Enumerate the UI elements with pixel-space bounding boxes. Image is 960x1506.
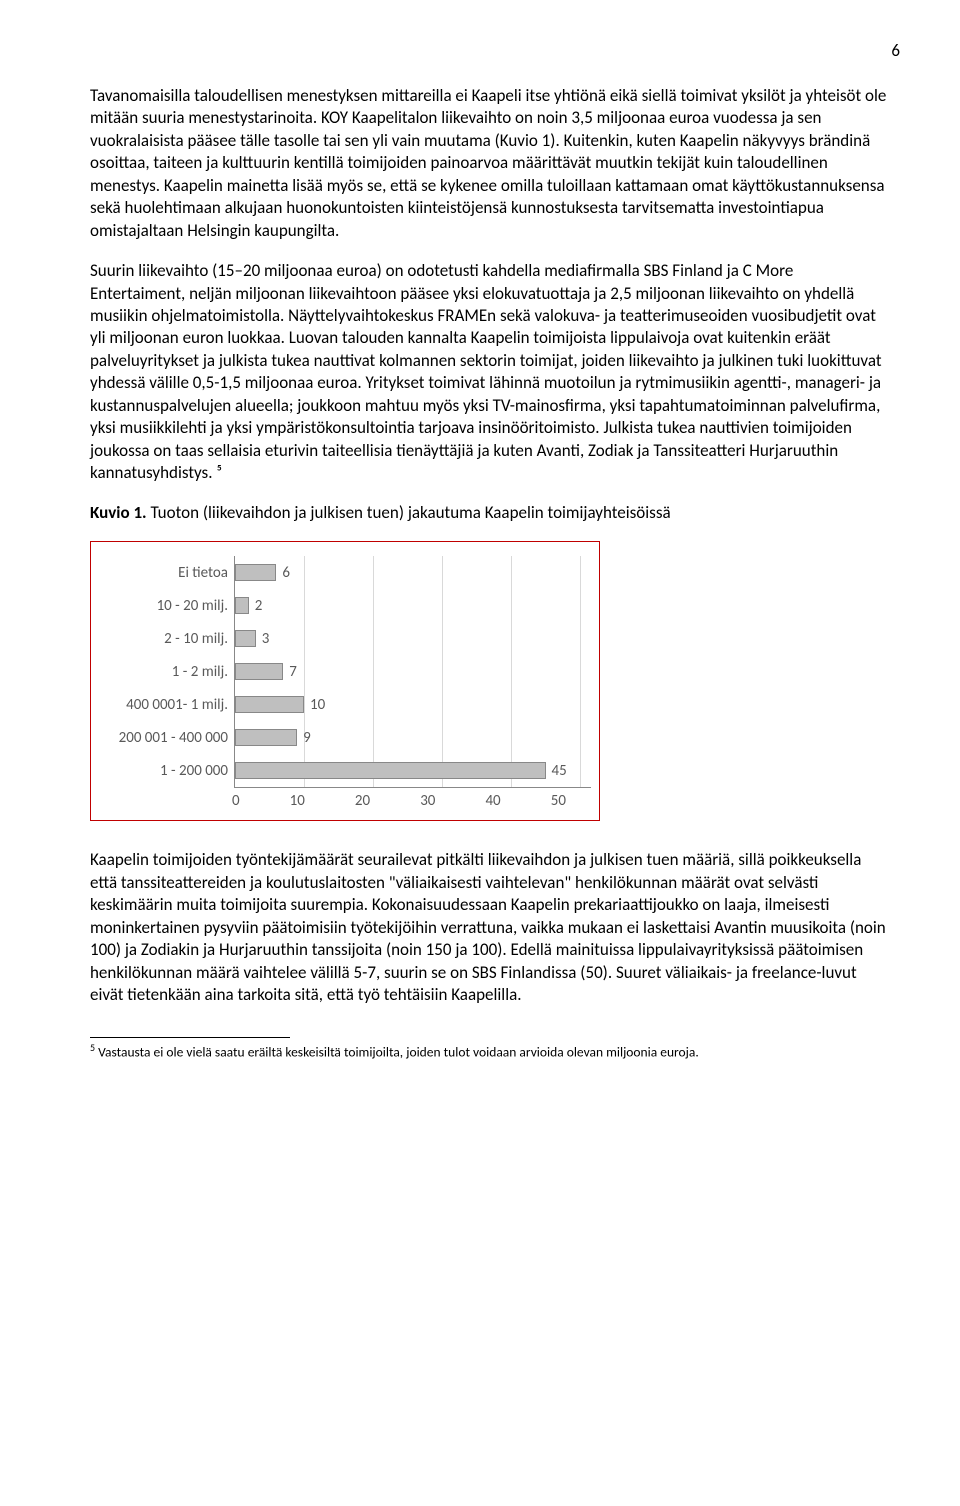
footnote-text: Vastausta ei ole vielä saatu eräiltä kes… [95, 1043, 699, 1060]
bar-row: 9 [235, 721, 591, 754]
bar-value-label: 2 [255, 597, 263, 615]
bar [235, 597, 249, 614]
bar-row: 7 [235, 655, 591, 688]
footnote: 5 Vastausta ei ole vielä saatu eräiltä k… [90, 1042, 890, 1061]
paragraph-1: Tavanomaisilla taloudellisen menestyksen… [90, 85, 890, 242]
bar-row: 6 [235, 556, 591, 589]
paragraph-2: Suurin liikevaihto (15–20 miljoonaa euro… [90, 260, 890, 484]
bar-value-label: 10 [310, 696, 325, 714]
x-tick-label: 10 [265, 792, 330, 810]
x-tick-label: 40 [460, 792, 525, 810]
y-tick-label: 10 - 20 milj. [99, 590, 228, 623]
bar [235, 696, 304, 713]
bar [235, 663, 283, 680]
plot-area: 6 2 3 7 10 9 45 [234, 556, 591, 788]
bar-row: 45 [235, 754, 591, 787]
y-tick-label: 400 0001- 1 milj. [99, 689, 228, 722]
x-tick-label: 20 [330, 792, 395, 810]
y-tick-label: Ei tietoa [99, 557, 228, 590]
y-tick-label: 1 - 200 000 [99, 755, 228, 788]
x-tick-label: 30 [395, 792, 460, 810]
bar [235, 630, 256, 647]
chart-container: Ei tietoa10 - 20 milj.2 - 10 milj.1 - 2 … [90, 541, 600, 821]
bar [235, 729, 297, 746]
x-tick-label: 50 [526, 792, 591, 810]
chart-title-bold: Kuvio 1. [90, 502, 147, 523]
x-tick-label: 0 [232, 792, 265, 810]
bar-value-label: 6 [282, 564, 290, 582]
y-tick-label: 1 - 2 milj. [99, 656, 228, 689]
footnote-rule [90, 1037, 290, 1038]
y-axis-labels: Ei tietoa10 - 20 milj.2 - 10 milj.1 - 2 … [99, 556, 234, 788]
bar-value-label: 9 [303, 729, 311, 747]
y-tick-label: 200 001 - 400 000 [99, 722, 228, 755]
bars-group: 6 2 3 7 10 9 45 [235, 556, 591, 787]
x-axis: 01020304050 [234, 792, 591, 810]
paragraph-3: Kaapelin toimijoiden työntekijämäärät se… [90, 849, 890, 1006]
y-tick-label: 2 - 10 milj. [99, 623, 228, 656]
bar-value-label: 45 [552, 762, 567, 780]
bar-row: 3 [235, 622, 591, 655]
bar [235, 564, 276, 581]
page-number: 6 [90, 40, 900, 61]
bar-row: 10 [235, 688, 591, 721]
bar [235, 762, 546, 779]
bar-row: 2 [235, 589, 591, 622]
bar-value-label: 3 [262, 630, 270, 648]
bar-value-label: 7 [289, 663, 297, 681]
chart-title-rest: Tuoton (liikevaihdon ja julkisen tuen) j… [147, 502, 671, 523]
chart-area: Ei tietoa10 - 20 milj.2 - 10 milj.1 - 2 … [99, 556, 591, 788]
chart-title: Kuvio 1. Tuoton (liikevaihdon ja julkise… [90, 502, 890, 523]
